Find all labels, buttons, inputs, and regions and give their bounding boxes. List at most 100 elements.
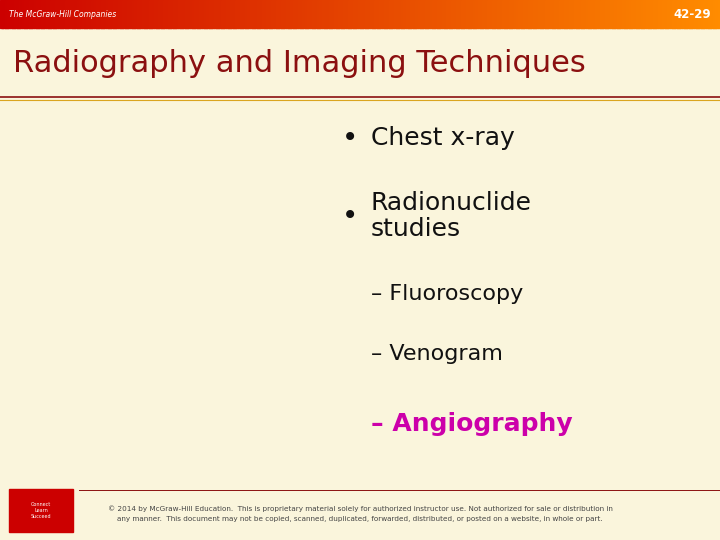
Bar xyxy=(74,0,78,28)
Bar xyxy=(446,0,449,28)
Bar xyxy=(598,0,600,28)
Bar xyxy=(171,0,174,28)
Bar xyxy=(497,0,500,28)
Bar xyxy=(605,0,608,28)
Bar xyxy=(153,0,157,28)
Bar xyxy=(526,0,528,28)
Bar xyxy=(99,0,102,28)
Bar xyxy=(454,0,456,28)
Bar xyxy=(41,0,44,28)
Bar xyxy=(387,0,390,28)
Bar xyxy=(441,0,445,28)
Bar xyxy=(698,0,701,28)
Bar xyxy=(490,0,492,28)
Bar xyxy=(72,0,75,28)
Bar xyxy=(36,0,39,28)
Bar xyxy=(317,0,320,28)
Bar xyxy=(612,0,615,28)
Bar xyxy=(646,0,649,28)
Bar xyxy=(86,0,89,28)
Bar xyxy=(535,0,539,28)
Bar xyxy=(322,0,325,28)
Bar xyxy=(211,0,215,28)
Bar xyxy=(216,0,219,28)
Bar xyxy=(60,0,63,28)
Bar xyxy=(55,0,58,28)
Bar xyxy=(614,0,618,28)
Bar xyxy=(189,0,193,28)
Bar xyxy=(655,0,658,28)
Bar xyxy=(14,0,17,28)
Bar xyxy=(403,0,406,28)
Bar xyxy=(108,0,111,28)
Bar xyxy=(209,0,212,28)
Bar xyxy=(365,0,368,28)
Bar xyxy=(610,0,613,28)
Bar xyxy=(585,0,589,28)
Bar xyxy=(194,0,197,28)
Bar xyxy=(89,0,92,28)
Bar xyxy=(245,0,248,28)
Bar xyxy=(84,0,87,28)
Bar xyxy=(146,0,150,28)
Bar xyxy=(571,0,575,28)
Bar xyxy=(581,0,584,28)
Bar xyxy=(79,0,82,28)
Bar xyxy=(310,0,312,28)
Bar xyxy=(552,0,555,28)
Bar xyxy=(461,0,464,28)
Bar xyxy=(557,0,560,28)
Bar xyxy=(48,0,51,28)
Bar xyxy=(396,0,399,28)
Text: Radiography and Imaging Techniques: Radiography and Imaging Techniques xyxy=(13,49,585,78)
Bar xyxy=(715,0,719,28)
Bar xyxy=(214,0,217,28)
Bar xyxy=(113,0,116,28)
Bar xyxy=(554,0,557,28)
Bar xyxy=(312,0,315,28)
Bar xyxy=(142,0,145,28)
Bar xyxy=(65,0,68,28)
Bar xyxy=(351,0,354,28)
Bar xyxy=(70,0,73,28)
Bar xyxy=(24,0,27,28)
Bar xyxy=(636,0,639,28)
Bar xyxy=(31,0,35,28)
Bar xyxy=(693,0,697,28)
Bar xyxy=(199,0,202,28)
Bar xyxy=(384,0,387,28)
Bar xyxy=(19,0,22,28)
Bar xyxy=(324,0,327,28)
Bar xyxy=(600,0,603,28)
Bar xyxy=(413,0,416,28)
Bar xyxy=(307,0,310,28)
Bar xyxy=(297,0,301,28)
Bar xyxy=(34,0,37,28)
Text: © 2014 by McGraw-Hill Education.  This is proprietary material solely for author: © 2014 by McGraw-Hill Education. This is… xyxy=(107,505,613,512)
Bar xyxy=(238,0,240,28)
Bar xyxy=(444,0,447,28)
Bar xyxy=(173,0,176,28)
Bar xyxy=(91,0,94,28)
Bar xyxy=(466,0,469,28)
Bar xyxy=(420,0,423,28)
Bar xyxy=(531,0,534,28)
Bar xyxy=(504,0,507,28)
Bar xyxy=(528,0,531,28)
Bar xyxy=(456,0,459,28)
Bar xyxy=(17,0,20,28)
Bar xyxy=(53,0,56,28)
Bar xyxy=(492,0,495,28)
Bar xyxy=(408,0,411,28)
Bar xyxy=(473,0,476,28)
Bar xyxy=(691,0,694,28)
Bar xyxy=(470,0,474,28)
Bar xyxy=(675,0,678,28)
Bar xyxy=(149,0,152,28)
Bar xyxy=(50,0,53,28)
Bar xyxy=(125,0,128,28)
Bar xyxy=(538,0,541,28)
Bar xyxy=(221,0,224,28)
Bar xyxy=(333,0,337,28)
Bar xyxy=(686,0,690,28)
